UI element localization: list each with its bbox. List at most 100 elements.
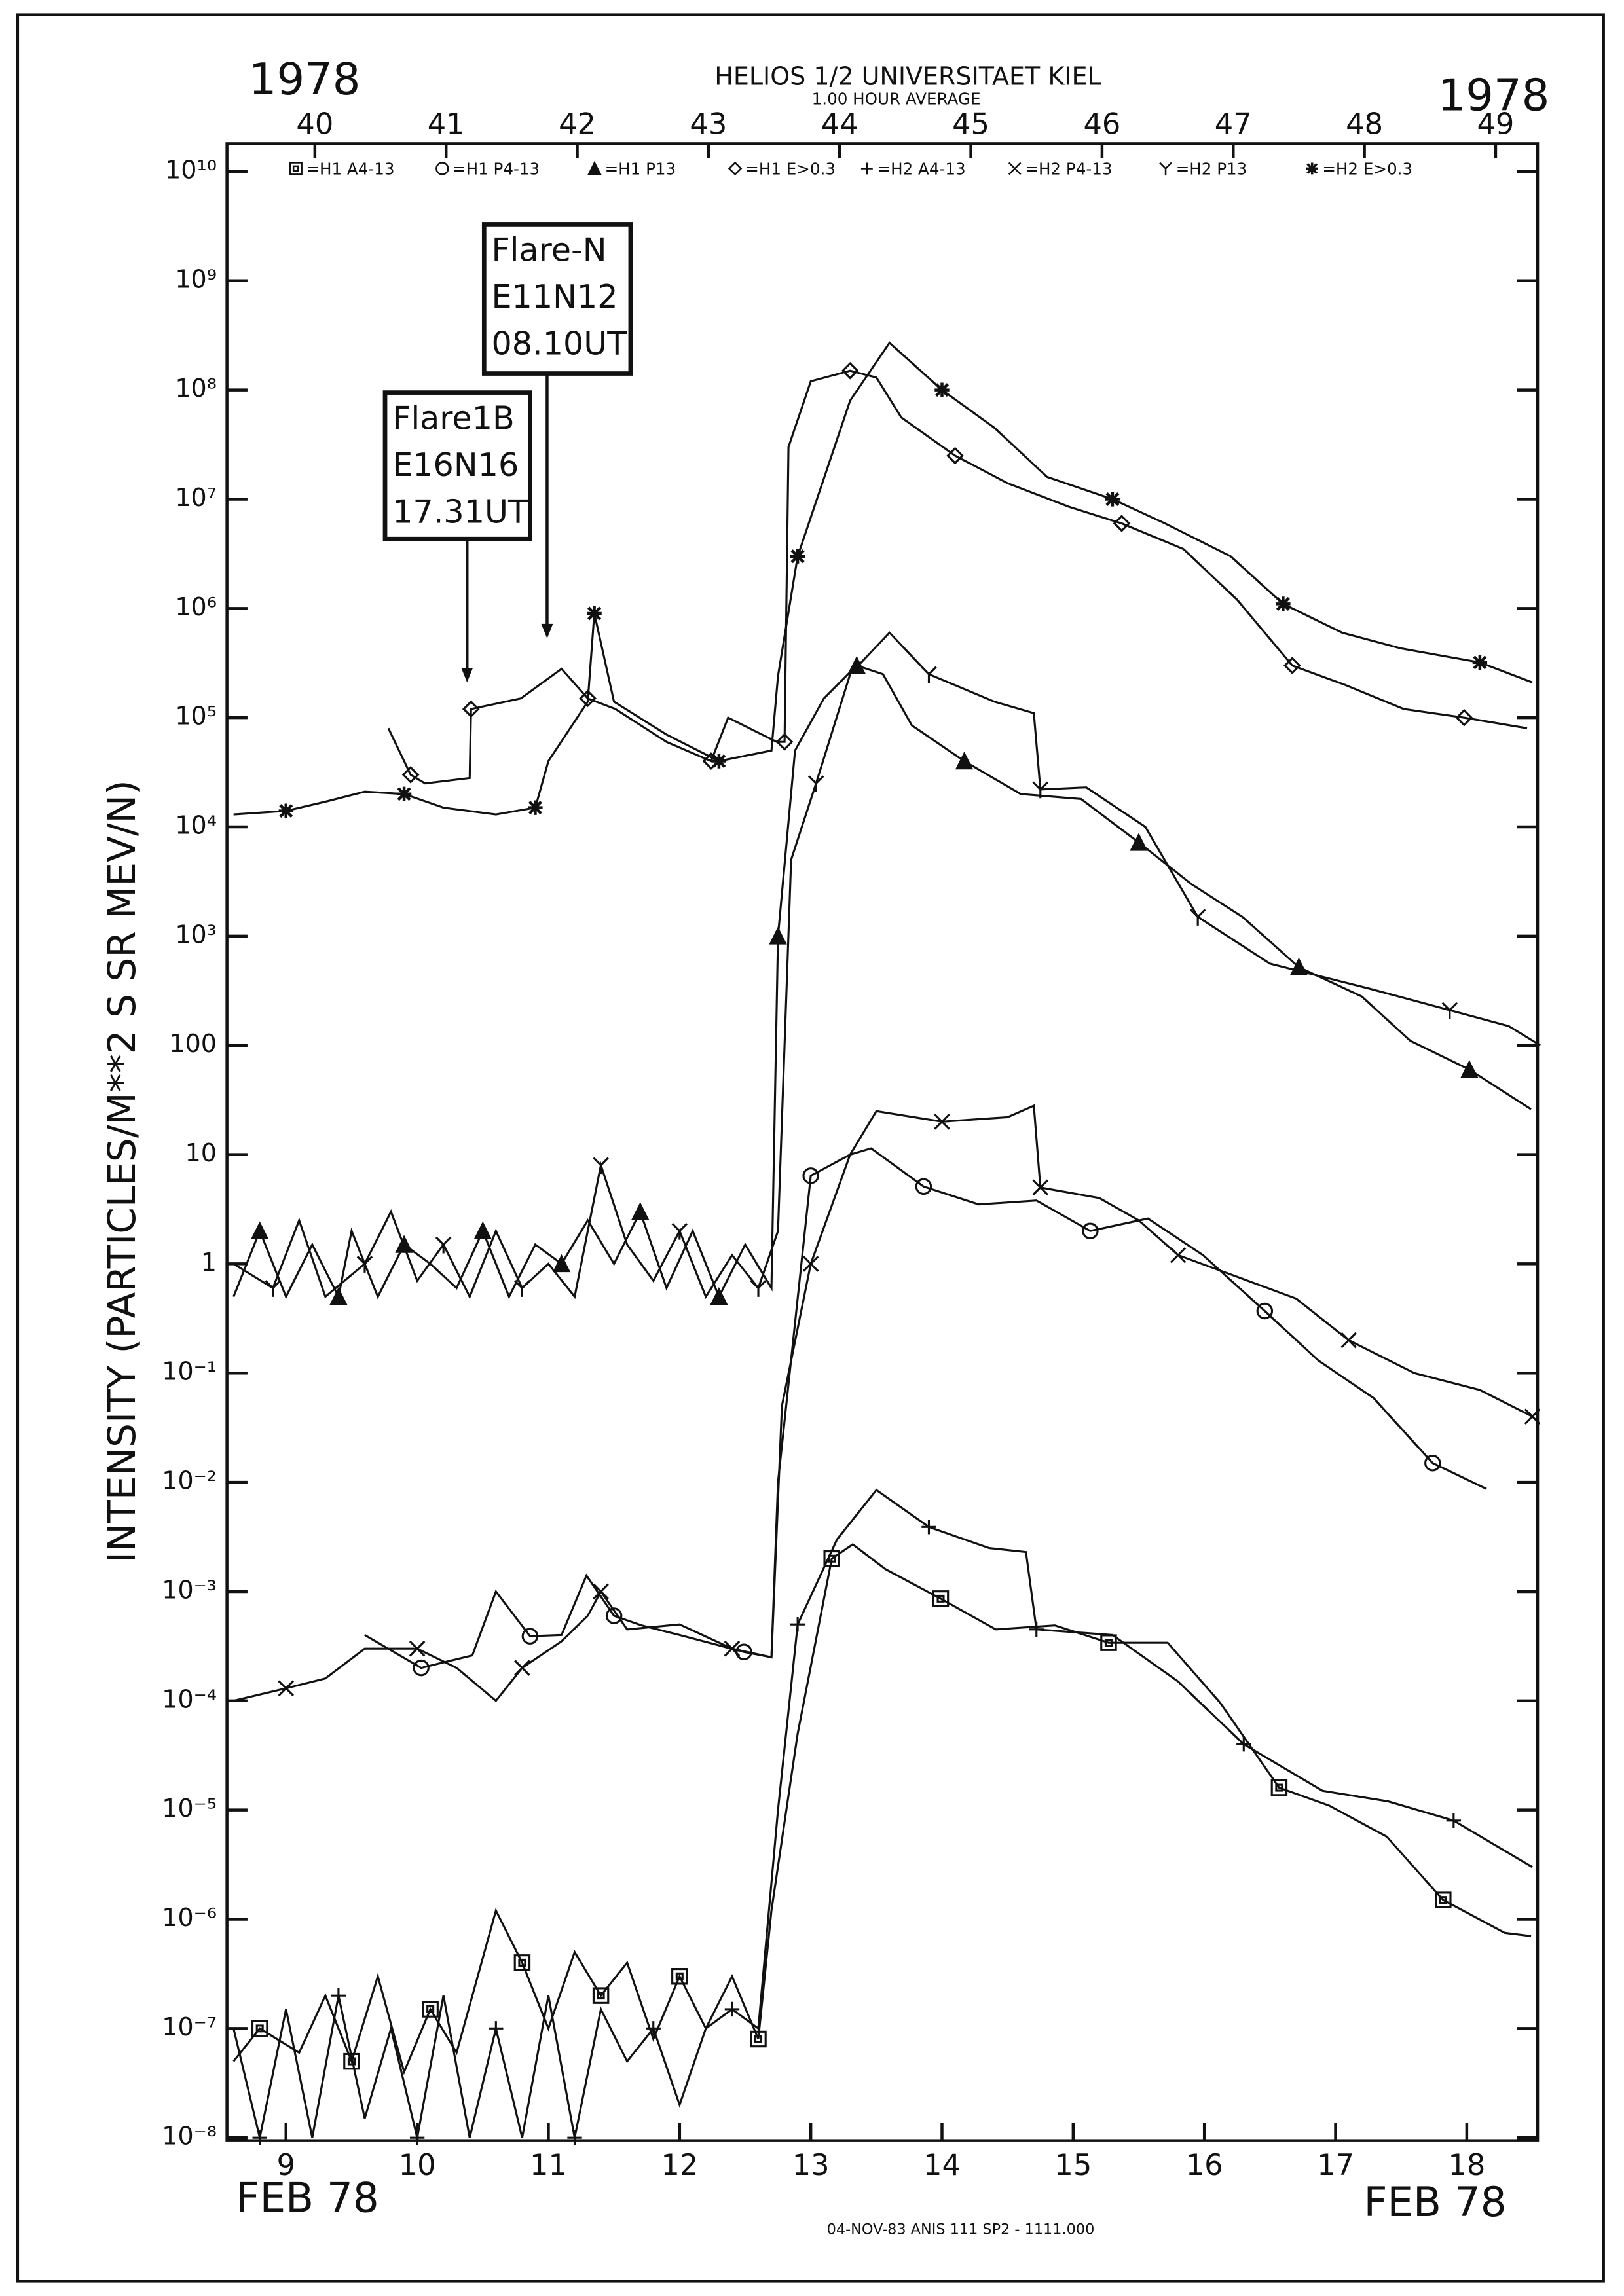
marker (769, 926, 787, 945)
marker (710, 1286, 728, 1305)
x2-tick-label: 47 (1215, 107, 1252, 141)
y-tick-label: 10⁻⁸ (162, 2122, 217, 2151)
marker (1032, 781, 1049, 799)
marker (514, 1660, 530, 1676)
marker (934, 382, 950, 397)
legend-marker (435, 162, 449, 175)
marker (552, 1254, 571, 1273)
marker (528, 800, 543, 815)
x2-tick-label: 43 (690, 107, 727, 141)
marker (1446, 1813, 1462, 1829)
legend-marker (860, 162, 873, 175)
x2-tick-label: 40 (296, 107, 333, 141)
marker (750, 1280, 767, 1297)
y-tick-label: 10⁻² (162, 1467, 217, 1495)
marker (790, 1616, 805, 1632)
y-tick-label: 10⁴ (175, 811, 217, 840)
marker (724, 1640, 741, 1657)
legend-label: =H1 A4-13 (306, 160, 394, 179)
marker (1113, 515, 1131, 532)
x2-tick-label: 45 (952, 107, 989, 141)
marker (473, 1221, 492, 1239)
marker (1424, 1454, 1441, 1472)
year-label: 1978 (249, 54, 361, 105)
marker (1029, 1622, 1044, 1637)
page-frame (16, 13, 1605, 2283)
marker (250, 1221, 269, 1239)
y-tick-label: 10⁸ (175, 374, 217, 403)
marker (955, 751, 974, 770)
legend-label: =H2 E>0.3 (1322, 160, 1412, 179)
y-tick-label: 10⁵ (175, 702, 217, 731)
marker (1276, 596, 1291, 611)
x2-tick-label: 41 (428, 107, 465, 141)
y-tick-label: 10⁷ (175, 483, 217, 512)
legend-label: =H1 P4-13 (452, 160, 540, 179)
series-line (233, 1104, 1533, 1703)
legend-marker (1008, 162, 1022, 175)
x-tick-label: 15 (1054, 2147, 1092, 2182)
marker (593, 1583, 609, 1600)
date-label: FEB 78 (1363, 2178, 1506, 2226)
series-line (387, 369, 1528, 785)
marker (605, 1607, 623, 1624)
series-line (232, 631, 1541, 1300)
y-tick-label: 10⁻⁴ (162, 1685, 217, 1713)
x-tick-label: 11 (530, 2147, 567, 2182)
x2-tick-label: 42 (559, 107, 596, 141)
y-tick-label: 10⁻¹ (162, 1357, 217, 1386)
legend-label: =H1 E>0.3 (745, 160, 836, 179)
series-line (364, 1147, 1487, 1669)
legend-marker (1306, 162, 1318, 175)
x2-tick-label: 48 (1346, 107, 1383, 141)
marker (1130, 833, 1148, 851)
marker (921, 1520, 936, 1535)
marker (724, 2001, 740, 2017)
marker (587, 606, 602, 621)
marker (1435, 1891, 1452, 1908)
y-tick-label: 10¹⁰ (165, 155, 217, 184)
marker (1270, 1779, 1288, 1796)
legend-label: =H2 A4-13 (877, 160, 966, 179)
marker (1082, 1222, 1099, 1239)
marker (802, 1167, 819, 1184)
marker (915, 1178, 932, 1195)
marker (1170, 1247, 1187, 1264)
x-tick-label: 9 (277, 2147, 295, 2182)
annotation-arrowhead (461, 668, 473, 683)
marker (413, 1659, 430, 1677)
year-label: 1978 (1438, 70, 1550, 121)
annotation-text: 08.10UT (491, 325, 627, 363)
marker (750, 2030, 767, 2048)
marker (921, 666, 937, 683)
marker (1455, 708, 1473, 727)
plot-area (232, 341, 1541, 2145)
series-line (232, 1488, 1533, 2138)
marker (278, 1680, 295, 1697)
marker (593, 1157, 609, 1175)
footer: 04-NOV-83 ANIS 111 SP2 - 1111.000 (827, 2221, 1095, 2238)
marker (841, 361, 859, 380)
marker (521, 1628, 539, 1645)
marker (790, 549, 805, 564)
annotation-box (481, 222, 633, 376)
marker (671, 1968, 688, 1985)
marker (251, 2020, 268, 2037)
date-label: FEB 78 (236, 2174, 379, 2221)
annotation-text: E11N12 (491, 278, 618, 316)
marker (409, 1640, 426, 1657)
annotation-text: 17.31UT (392, 493, 528, 531)
y-tick-label: 10⁻³ (162, 1575, 217, 1604)
marker (802, 1256, 819, 1272)
x-tick-label: 17 (1317, 2147, 1354, 2182)
legend-marker (728, 161, 743, 176)
marker (252, 2130, 267, 2145)
marker (711, 754, 727, 769)
marker (1032, 1179, 1049, 1196)
chart-title: HELIOS 1/2 UNIVERSITAET KIEL (714, 62, 1101, 90)
legend-label: =H2 P13 (1176, 160, 1247, 179)
marker (409, 2130, 425, 2145)
annotation-text: Flare-N (491, 230, 606, 268)
